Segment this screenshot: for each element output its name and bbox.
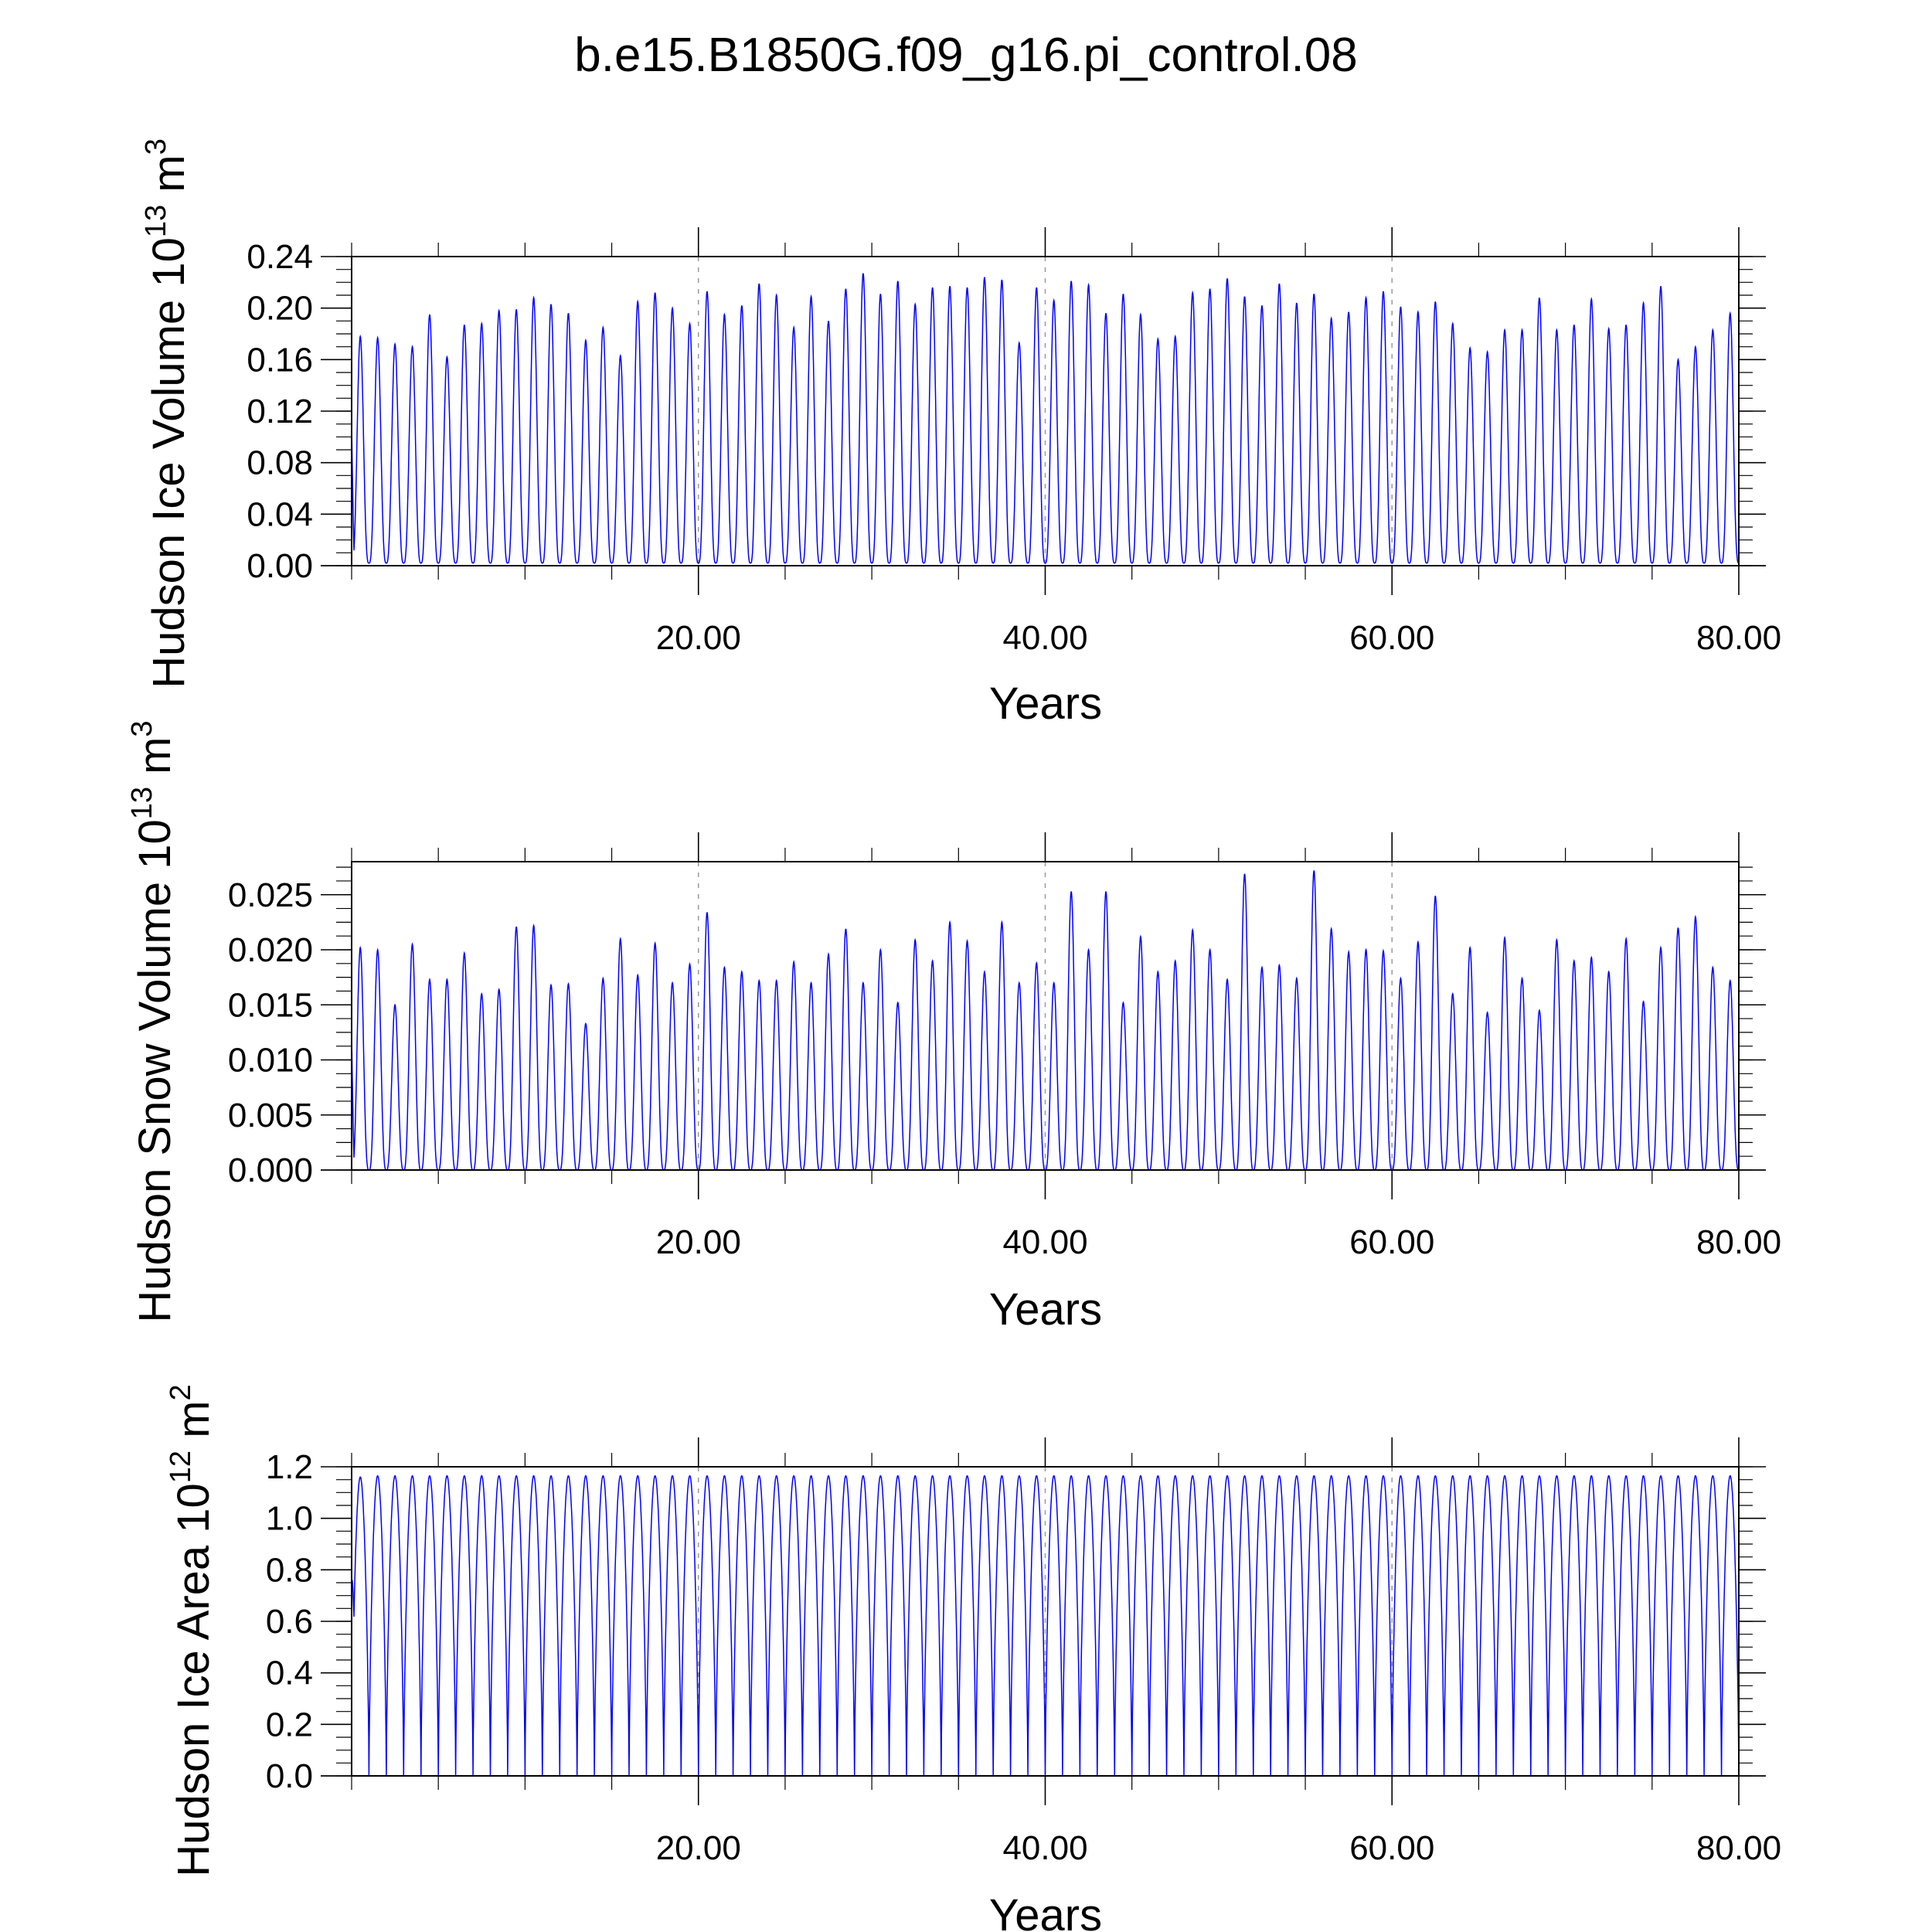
series-line-ice-volume <box>351 273 1740 564</box>
y-tick-label: 0.4 <box>266 1655 313 1692</box>
x-tick-label: 40.00 <box>1002 1223 1087 1261</box>
figure-title: b.e15.B1850G.f09_g16.pi_control.08 <box>574 29 1357 82</box>
y-axis-label-ice-area: Hudson Ice Area 1012 m2 <box>165 1384 219 1876</box>
x-tick-label: 40.00 <box>1002 619 1087 657</box>
x-tick-label: 20.00 <box>656 619 741 657</box>
y-tick-label: 0.005 <box>228 1097 313 1134</box>
x-axis-label-ice-volume: Years <box>989 679 1102 729</box>
panel-snow-volume: Hudson Snow Volume 1013 m3 Years 0.000 0.… <box>126 720 1781 1335</box>
y-tick-label: 0.12 <box>247 393 313 430</box>
y-tick-label: 1.2 <box>266 1448 313 1486</box>
y-axis-label-snow-volume: Hudson Snow Volume 1013 m3 <box>126 720 180 1322</box>
x-tick-label: 20.00 <box>656 1829 741 1867</box>
y-tick-label: 0.020 <box>228 931 313 969</box>
y-tick-label: 0.015 <box>228 986 313 1024</box>
y-tick-label: 0.08 <box>247 444 313 482</box>
y-tick-label: 0.025 <box>228 876 313 914</box>
y-tick-label: 0.04 <box>247 495 313 533</box>
series-line-ice-area <box>351 1475 1740 1777</box>
x-axis-label-snow-volume: Years <box>989 1284 1102 1335</box>
x-tick-label: 60.00 <box>1349 1223 1434 1261</box>
x-tick-label: 60.00 <box>1349 1829 1434 1867</box>
x-tick-label: 80.00 <box>1696 1829 1781 1867</box>
y-tick-label: 0.00 <box>247 547 313 585</box>
y-tick-label: 0.2 <box>266 1706 313 1743</box>
y-tick-label: 1.0 <box>266 1500 313 1538</box>
x-tick-label: 80.00 <box>1696 619 1781 657</box>
y-tick-label: 0.010 <box>228 1042 313 1080</box>
panel-ice-volume: Hudson Ice Volume 1013 m3 Years 0.00 0.04… <box>140 138 1781 729</box>
y-tick-label: 0.20 <box>247 290 313 328</box>
y-tick-label: 0.8 <box>266 1551 313 1589</box>
y-tick-label: 0.000 <box>228 1151 313 1189</box>
x-tick-label: 60.00 <box>1349 619 1434 657</box>
y-axis-label-ice-volume: Hudson Ice Volume 1013 m3 <box>140 138 194 688</box>
y-tick-label: 0.6 <box>266 1603 313 1641</box>
x-axis-label-ice-area: Years <box>989 1890 1102 1932</box>
x-tick-label: 20.00 <box>656 1223 741 1261</box>
y-tick-label: 0.0 <box>266 1757 313 1795</box>
y-tick-label: 0.24 <box>247 238 313 276</box>
y-tick-label: 0.16 <box>247 341 313 379</box>
x-tick-label: 80.00 <box>1696 1223 1781 1261</box>
panel-ice-area: Hudson Ice Area 1012 m2 Years 0.0 0.2 0.4 0… <box>165 1384 1781 1932</box>
x-tick-label: 40.00 <box>1002 1829 1087 1867</box>
